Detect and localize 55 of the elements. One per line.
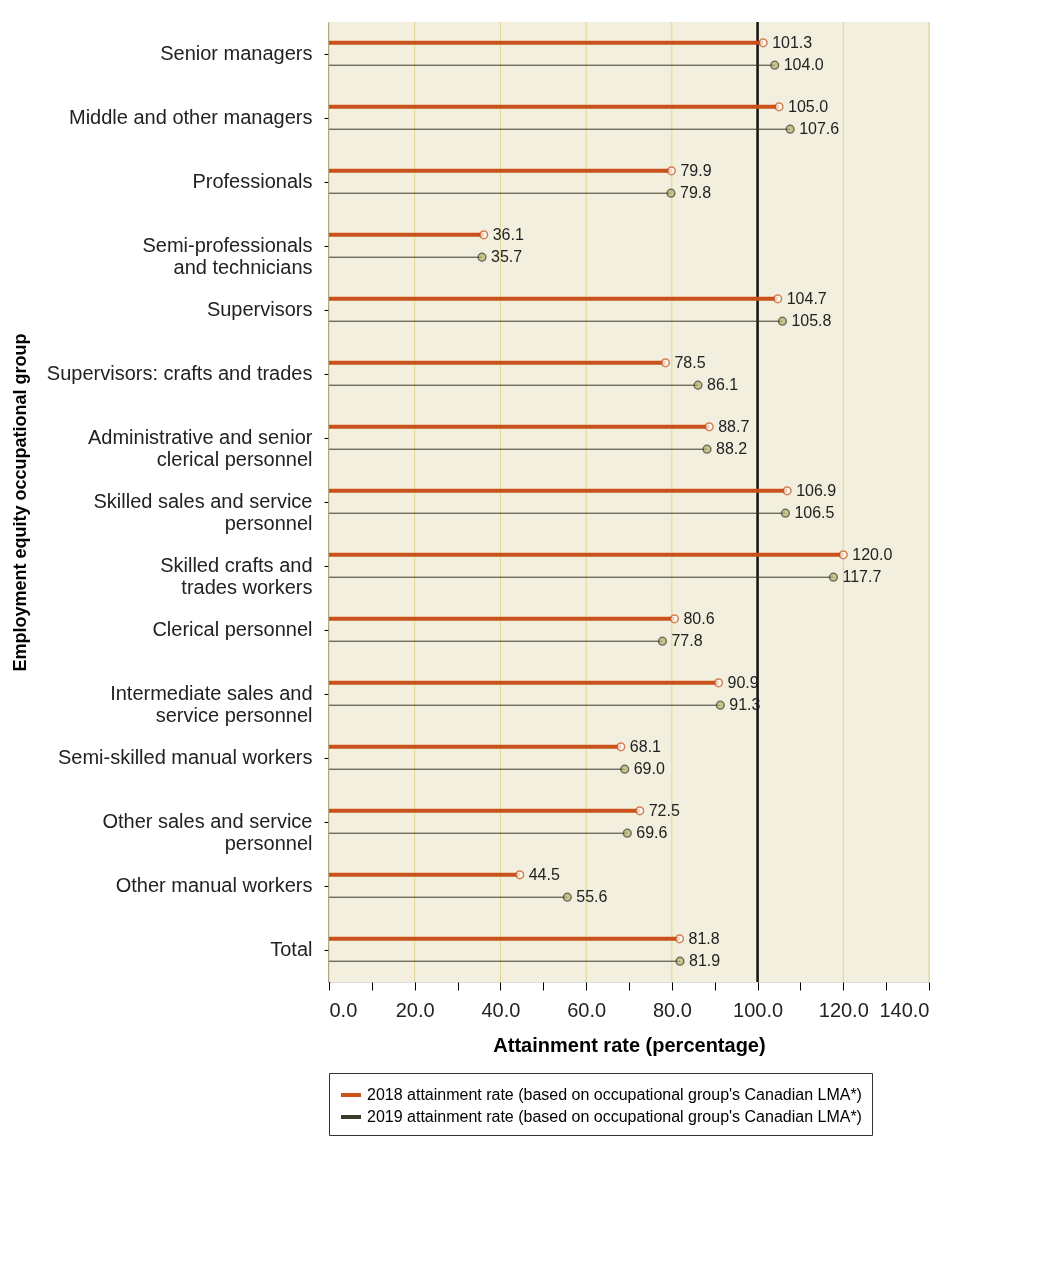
- x-tick-label: 40.0: [481, 998, 521, 1021]
- data-label: 106.5: [794, 504, 835, 522]
- x-tick-label: 100.0: [733, 998, 784, 1021]
- data-label: 36.1: [492, 225, 524, 243]
- y-tick-label: Clerical personnel: [152, 618, 313, 640]
- y-tick-label: Supervisors: crafts and trades: [46, 362, 313, 384]
- data-label: 35.7: [491, 248, 523, 266]
- data-label: 107.6: [799, 120, 840, 138]
- y-tick-label: Skilled sales and service personnel: [93, 490, 313, 534]
- y-tick-label: Supervisors: [206, 298, 313, 320]
- data-label: 120.0: [852, 545, 893, 563]
- data-label: 106.9: [796, 481, 837, 499]
- data-label: 72.5: [648, 801, 680, 819]
- x-tick-label: 80.0: [652, 998, 692, 1021]
- legend-label: 2019 attainment rate (based on occupational group's Canadian LMA*): [367, 1108, 862, 1125]
- y-tick-label: Semi-skilled manual workers: [57, 746, 313, 768]
- data-label: 79.8: [680, 184, 712, 202]
- data-label: 69.0: [633, 760, 665, 778]
- y-tick-label: Professionals: [192, 170, 313, 192]
- data-label: 105.8: [791, 312, 832, 330]
- data-label: 117.7: [842, 568, 882, 586]
- y-tick-label: Skilled crafts and trades workers: [160, 554, 313, 598]
- data-label: 69.6: [636, 824, 668, 842]
- y-tick-label: Intermediate sales and service personnel: [110, 682, 313, 726]
- data-label: 104.0: [783, 56, 824, 74]
- x-tick-label: 140.0: [879, 998, 930, 1021]
- data-label: 88.2: [716, 440, 748, 458]
- data-label: 78.5: [674, 353, 706, 371]
- data-label: 80.6: [683, 609, 715, 627]
- data-label: 86.1: [707, 376, 739, 394]
- x-axis-title: Attainment rate (percentage): [493, 1033, 766, 1056]
- data-label: 101.3: [772, 33, 813, 51]
- x-tick-label: 120.0: [818, 998, 869, 1021]
- y-tick-label: Other manual workers: [115, 874, 313, 896]
- data-label: 88.7: [718, 417, 750, 435]
- legend-label: 2018 attainment rate (based on occupational group's Canadian LMA*): [367, 1086, 862, 1103]
- y-tick-label: Semi-professionals and technicians: [142, 234, 313, 278]
- data-label: 68.1: [629, 737, 662, 755]
- y-tick-label: Senior managers: [160, 42, 313, 64]
- data-label: 81.8: [688, 929, 720, 947]
- y-tick-label: Administrative and senior clerical personnel: [87, 426, 313, 470]
- x-tick-label: 0.0: [329, 998, 358, 1021]
- y-axis-title: Employment equity occupational group: [9, 333, 30, 672]
- x-tick-label: 20.0: [395, 998, 435, 1021]
- data-label: 105.0: [788, 97, 829, 115]
- data-label: 79.9: [680, 161, 712, 179]
- data-label: 77.8: [671, 632, 703, 650]
- data-label: 44.5: [528, 865, 560, 883]
- x-tick-label: 60.0: [567, 998, 607, 1021]
- data-label: 104.7: [786, 289, 827, 307]
- y-tick-label: Other sales and service personnel: [102, 810, 313, 854]
- data-label: 81.9: [689, 952, 721, 970]
- y-tick-label: Middle and other managers: [69, 106, 313, 128]
- y-tick-label: Total: [270, 938, 313, 960]
- data-label: 55.6: [576, 888, 608, 906]
